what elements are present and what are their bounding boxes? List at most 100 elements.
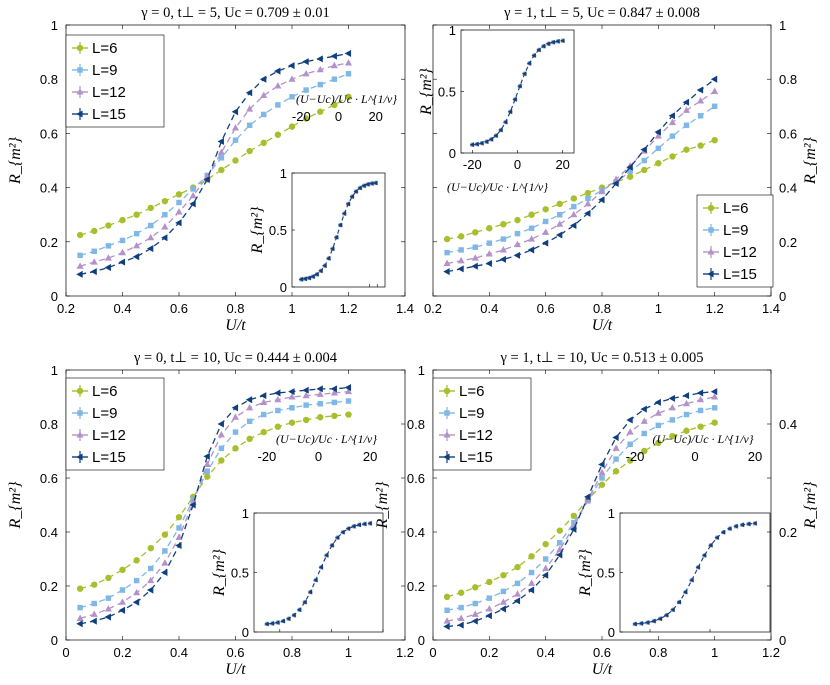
data-point (655, 422, 662, 429)
y-axis-label: R_{m²} (7, 136, 24, 185)
x-tick-label: 0.4 (113, 301, 131, 316)
data-point (443, 259, 451, 267)
data-point (472, 584, 479, 591)
data-point (585, 195, 591, 202)
chart-panel-2: 0.2 0.4 0.6 0.8 1 1.2 1.400.20.40.60.81γ = 1, … (418, 5, 819, 334)
inset-top-tick-label: 20 (748, 449, 762, 464)
data-point (189, 191, 197, 199)
series-L=6 (443, 136, 718, 243)
data-point (584, 209, 591, 217)
data-point (246, 147, 253, 155)
y-tick-label: 0.8 (407, 417, 425, 432)
legend-label: L=9 (459, 405, 484, 422)
y-tick-label: 0.8 (40, 417, 58, 432)
series-L=12 (76, 59, 353, 269)
inset-x-tick-label: 20 (555, 157, 569, 172)
inset-y-tick-label: 0 (449, 146, 456, 161)
data-point (556, 220, 564, 227)
data-point (133, 588, 141, 596)
data-point (711, 405, 718, 411)
data-point (655, 439, 662, 447)
inset-y-tick-label: 1 (242, 506, 249, 521)
inset-data-point (517, 83, 522, 89)
y-tick-label: 0 (779, 289, 786, 304)
data-point (317, 81, 323, 88)
data-point (683, 427, 690, 434)
data-point (176, 525, 182, 531)
data-point (682, 392, 690, 400)
data-point (571, 519, 577, 526)
inset-data-point (291, 612, 296, 618)
inset-data-point (322, 263, 327, 269)
data-point (330, 61, 338, 69)
data-point (76, 270, 83, 278)
data-point (274, 82, 282, 89)
data-point (486, 578, 493, 586)
y-tick-label: 1 (51, 18, 58, 33)
legend-item: L=9 (72, 405, 117, 422)
inset-data-point (695, 564, 700, 570)
data-point (486, 225, 493, 232)
x-tick-label: 0.8 (649, 645, 667, 660)
y-tick-label: 1 (418, 363, 425, 378)
legend-item: L=6 (703, 200, 748, 217)
inset-data-point (280, 618, 285, 624)
inset-data-point (313, 577, 318, 583)
data-point (598, 460, 605, 469)
data-point (612, 175, 620, 183)
data-point (217, 430, 225, 438)
data-point (275, 407, 281, 414)
data-point (711, 87, 719, 94)
y-tick-label: 0.6 (40, 471, 58, 486)
y-tick-label: 0 (418, 633, 425, 648)
data-point (486, 595, 493, 601)
data-point (118, 606, 126, 614)
inset-data-point (314, 271, 319, 277)
data-point (118, 248, 127, 256)
data-point (90, 268, 97, 276)
inset-data-point (545, 41, 551, 47)
data-point (486, 240, 493, 246)
legend-label: L=9 (92, 405, 117, 422)
inset-series-L=9 (470, 38, 565, 147)
inset-data-point (714, 535, 719, 541)
data-point (627, 441, 633, 447)
inset-data-point (493, 133, 498, 139)
data-point (571, 203, 577, 210)
x-tick-label: 1.2 (706, 301, 724, 316)
inset-data-point (351, 523, 356, 529)
data-point (218, 445, 225, 452)
data-point (471, 610, 479, 617)
y-tick-label: 0.4 (40, 181, 58, 196)
data-point (542, 206, 549, 213)
data-point (231, 124, 240, 131)
data-point (669, 153, 676, 160)
data-point (161, 531, 169, 538)
y-tick-label: 0.6 (407, 471, 425, 486)
data-point (104, 254, 112, 261)
data-point (232, 157, 239, 164)
legend-label: L=12 (92, 427, 126, 444)
x-tick-label: 0.2 (57, 301, 75, 316)
data-point (317, 108, 324, 115)
inset-y-tick-label: 0.5 (438, 85, 456, 100)
data-point (331, 399, 338, 406)
data-point (654, 398, 661, 406)
data-point (105, 574, 112, 582)
data-point (640, 417, 648, 424)
data-point (105, 595, 112, 601)
data-point (203, 452, 210, 460)
data-point (570, 195, 578, 202)
data-point (472, 600, 478, 607)
data-point (599, 475, 605, 481)
legend-item: L=9 (72, 62, 117, 79)
data-point (457, 621, 464, 629)
y-tick-label: 0.2 (40, 579, 58, 594)
legend-label: L=15 (92, 449, 126, 466)
data-point (288, 62, 295, 70)
data-point (190, 186, 196, 192)
inset-x-axis-label: (U−Uc)/Uc · L^{1/ν} (447, 180, 548, 194)
data-point (655, 145, 662, 152)
inset-data-point (357, 185, 362, 191)
data-point (288, 388, 295, 396)
